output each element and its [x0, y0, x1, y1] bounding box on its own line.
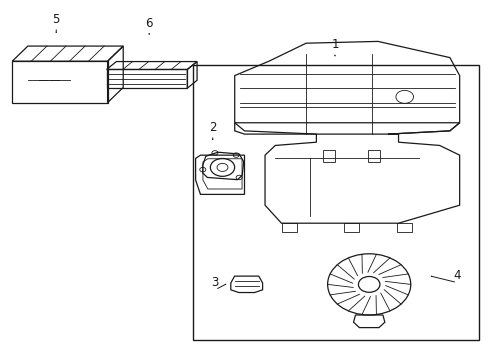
Bar	[193, 65, 478, 340]
Text: 4: 4	[452, 269, 460, 282]
Text: 2: 2	[208, 121, 216, 134]
Text: 3: 3	[211, 276, 219, 289]
Text: 6: 6	[145, 17, 153, 30]
Text: 5: 5	[52, 13, 60, 26]
Text: 1: 1	[330, 39, 338, 51]
